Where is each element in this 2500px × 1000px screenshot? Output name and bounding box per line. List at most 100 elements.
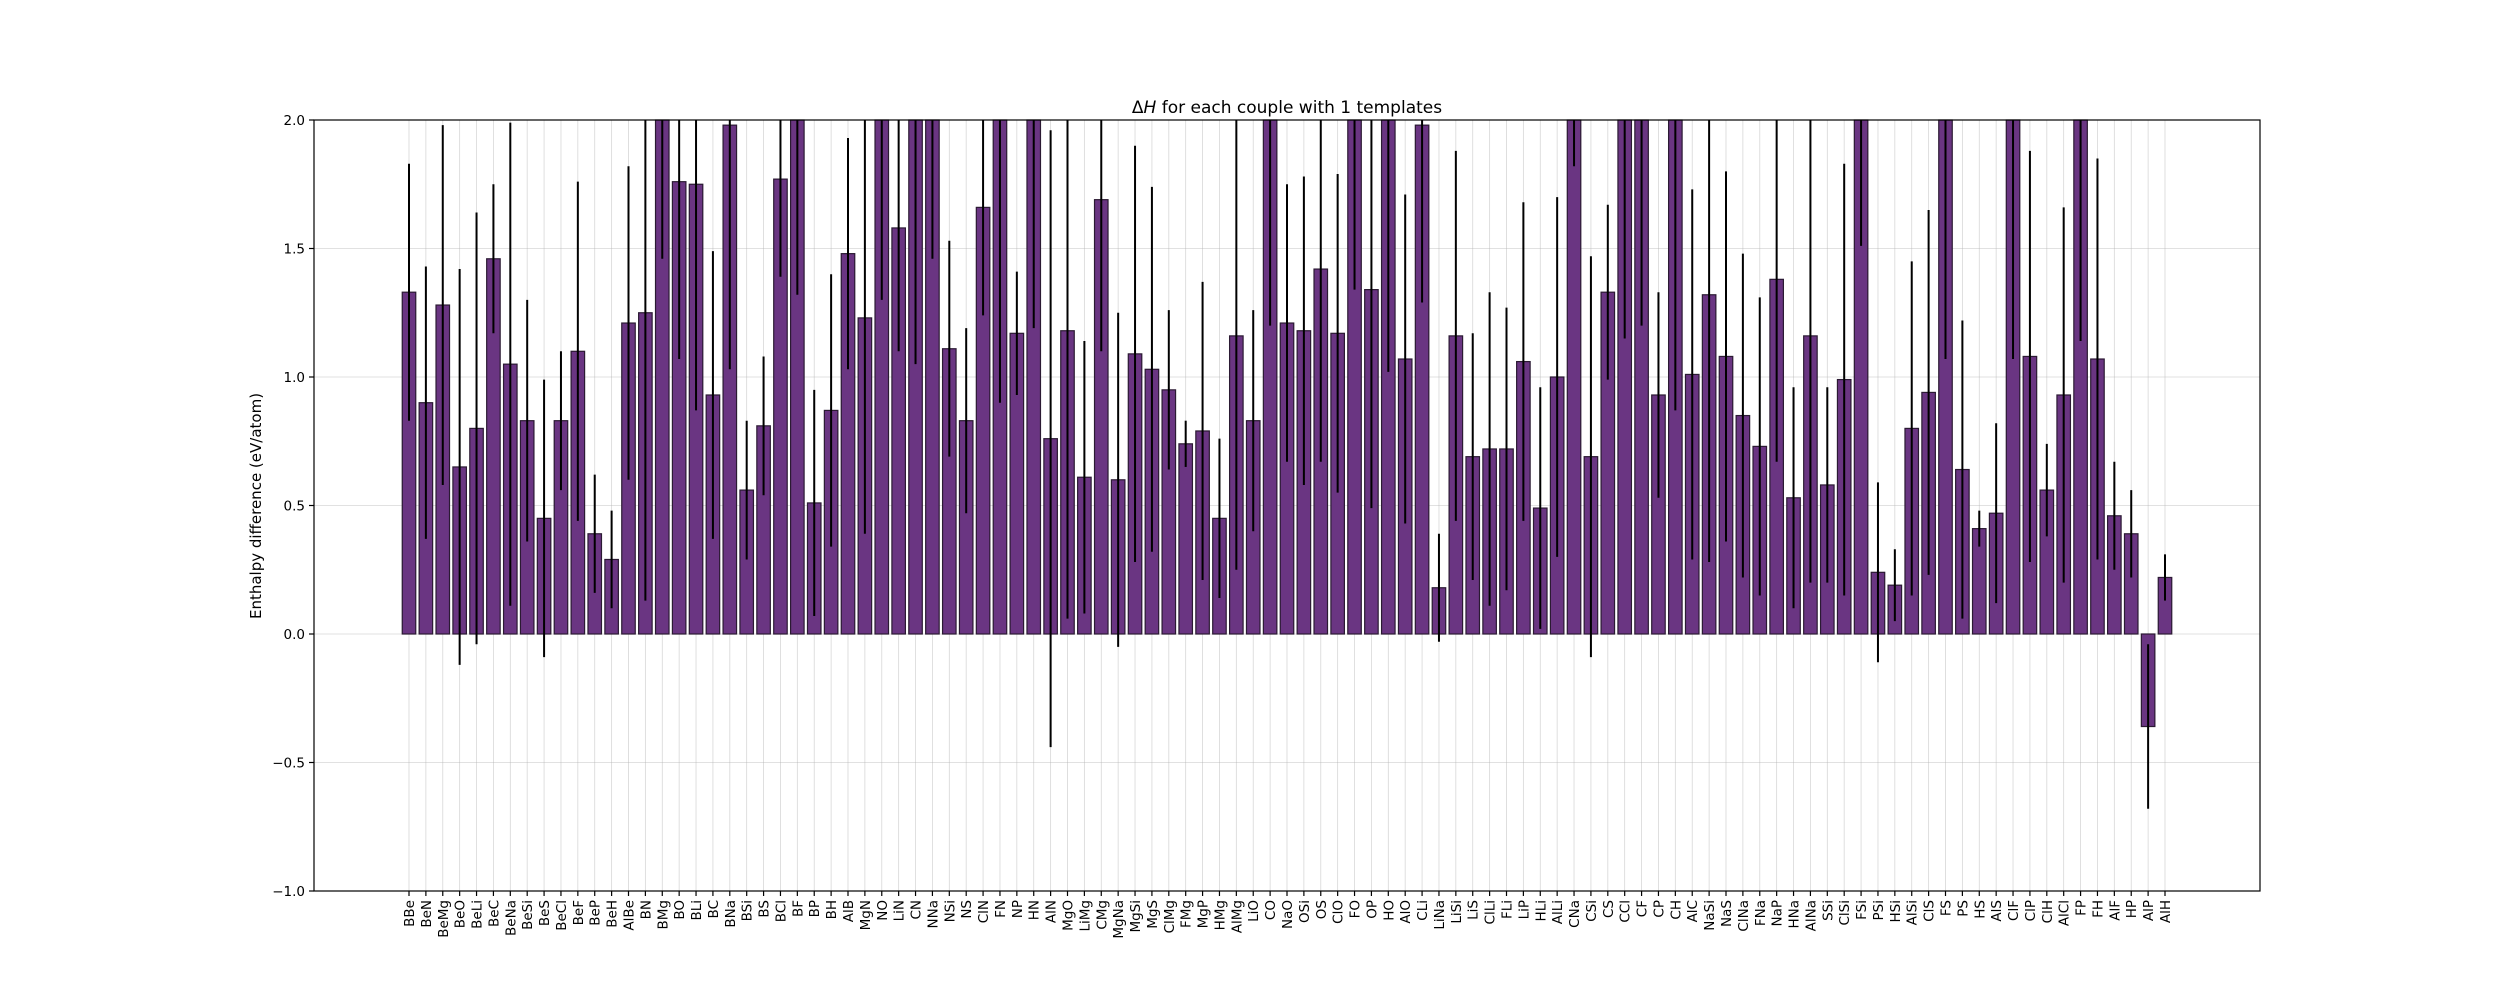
y-tick-label: −0.5 — [272, 756, 305, 772]
x-tick-label: MgS — [1145, 900, 1161, 929]
x-tick-label: HO — [1381, 900, 1397, 921]
x-tick-label: MgN — [858, 900, 874, 930]
x-axis: BBe BeN BeMg BeO BeLi BeC BeNa BeSi BeS BeCl BeF Be… — [402, 891, 2174, 939]
x-tick-label: ClO — [1331, 900, 1347, 924]
x-tick-label: AlC — [1685, 900, 1701, 922]
x-tick-label: AlF — [2107, 900, 2123, 921]
bar — [1178, 443, 1194, 635]
x-tick-label: MgNa — [1111, 900, 1127, 939]
x-tick-label: BN — [638, 900, 654, 919]
x-tick-label: NaP — [1770, 900, 1786, 927]
x-tick-label: AlLi — [1550, 900, 1566, 924]
x-tick-label: LiNa — [1432, 900, 1448, 930]
x-tick-label: FLi — [1500, 900, 1516, 919]
x-tick-label: NaO — [1280, 900, 1296, 929]
y-axis: −1.0 −0.5 0.0 0.5 1.0 1.5 2.0 — [272, 113, 314, 900]
x-tick-label: BeP — [588, 900, 604, 926]
x-tick-label: BO — [672, 900, 688, 920]
x-tick-label: ClH — [2040, 900, 2056, 923]
x-tick-label: MgO — [1061, 900, 1077, 931]
x-tick-label: BeNa — [503, 900, 519, 936]
x-tick-label: NO — [875, 900, 891, 921]
x-tick-label: HP — [2124, 900, 2140, 918]
x-tick-label: MgSi — [1128, 900, 1144, 933]
x-tick-label: CSi — [1584, 900, 1600, 922]
x-tick-label: ClLi — [1483, 900, 1499, 924]
y-tick-label: 2.0 — [284, 113, 305, 129]
y-tick-label: 1.5 — [284, 242, 305, 258]
x-tick-label: FN — [993, 900, 1009, 918]
x-tick-label: HNa — [1787, 900, 1803, 929]
x-tick-label: FNa — [1753, 900, 1769, 926]
x-tick-label: AlB — [841, 900, 857, 922]
x-tick-label: CMg — [1094, 900, 1110, 930]
x-tick-label: BLi — [689, 900, 705, 921]
x-tick-label: CF — [1635, 900, 1651, 917]
x-tick-label: NP — [1010, 900, 1026, 918]
x-tick-label: NS — [959, 900, 975, 919]
x-tick-label: HMg — [1212, 900, 1228, 930]
x-tick-label: AlH — [2158, 900, 2174, 923]
y-axis-label: Enthalpy difference (eV/atom) — [247, 393, 265, 619]
x-tick-label: CCl — [1618, 900, 1634, 923]
x-tick-label: AlS — [1989, 900, 2005, 922]
x-tick-label: SSi — [1820, 900, 1836, 921]
x-tick-label: ClMg — [1162, 900, 1178, 933]
x-tick-label: FSi — [1854, 900, 1870, 920]
x-tick-label: CH — [1668, 900, 1684, 920]
x-tick-label: BeSi — [520, 900, 536, 930]
x-tick-label: FO — [1348, 900, 1364, 918]
x-tick-label: AlP — [2141, 900, 2157, 921]
x-tick-label: AlO — [1398, 900, 1414, 924]
x-tick-label: CLi — [1415, 900, 1431, 921]
x-tick-label: BeC — [486, 900, 502, 927]
x-tick-label: BF — [790, 900, 806, 917]
x-tick-label: FP — [2074, 900, 2090, 916]
x-tick-label: ClF — [2006, 900, 2022, 921]
x-tick-label: BBe — [402, 900, 418, 927]
x-tick-label: BeH — [605, 900, 621, 928]
x-tick-label: BP — [807, 900, 823, 917]
x-tick-label: AlNa — [1803, 900, 1819, 931]
x-tick-label: OP — [1364, 900, 1380, 919]
x-tick-label: ClSi — [1837, 900, 1853, 926]
x-tick-label: PS — [1955, 900, 1971, 917]
x-tick-label: MgP — [1196, 900, 1212, 928]
x-tick-label: ClS — [1922, 900, 1938, 922]
x-tick-label: LiS — [1466, 900, 1482, 920]
x-tick-label: HLi — [1533, 900, 1549, 921]
y-tick-label: 0.5 — [284, 499, 305, 515]
x-tick-label: PSi — [1871, 900, 1887, 920]
x-tick-label: BNa — [723, 900, 739, 928]
x-tick-label: FH — [2090, 900, 2106, 918]
x-tick-label: ClP — [2023, 900, 2039, 921]
x-tick-label: AlMg — [1229, 900, 1245, 933]
x-tick-label: OS — [1314, 900, 1330, 919]
x-tick-label: FS — [1939, 900, 1955, 916]
x-tick-label: LiO — [1246, 900, 1262, 922]
x-tick-label: BC — [706, 900, 722, 918]
x-tick-label: CS — [1601, 900, 1617, 918]
x-tick-label: CO — [1263, 900, 1279, 920]
x-tick-label: BeN — [419, 900, 435, 928]
y-tick-label: −1.0 — [272, 884, 305, 900]
x-tick-label: CN — [909, 900, 925, 920]
x-tick-label: NSi — [942, 900, 958, 922]
x-tick-label: AlCl — [2057, 900, 2073, 926]
x-tick-label: LiP — [1516, 900, 1532, 919]
x-tick-label: BeO — [453, 900, 469, 928]
x-tick-label: BeLi — [470, 900, 486, 929]
x-tick-label: ClN — [976, 900, 992, 923]
x-tick-label: OSi — [1297, 900, 1313, 923]
bar — [1566, 119, 1582, 635]
x-tick-label: BeS — [537, 900, 553, 926]
y-tick-label: 1.0 — [284, 370, 305, 386]
x-tick-label: CNa — [1567, 900, 1583, 928]
x-tick-label: AlSi — [1905, 900, 1921, 925]
y-tick-label: 0.0 — [284, 627, 305, 643]
x-tick-label: HS — [1972, 900, 1988, 919]
x-tick-label: CP — [1651, 900, 1667, 918]
x-tick-label: AlBe — [622, 900, 638, 931]
x-tick-label: LiSi — [1449, 900, 1465, 924]
